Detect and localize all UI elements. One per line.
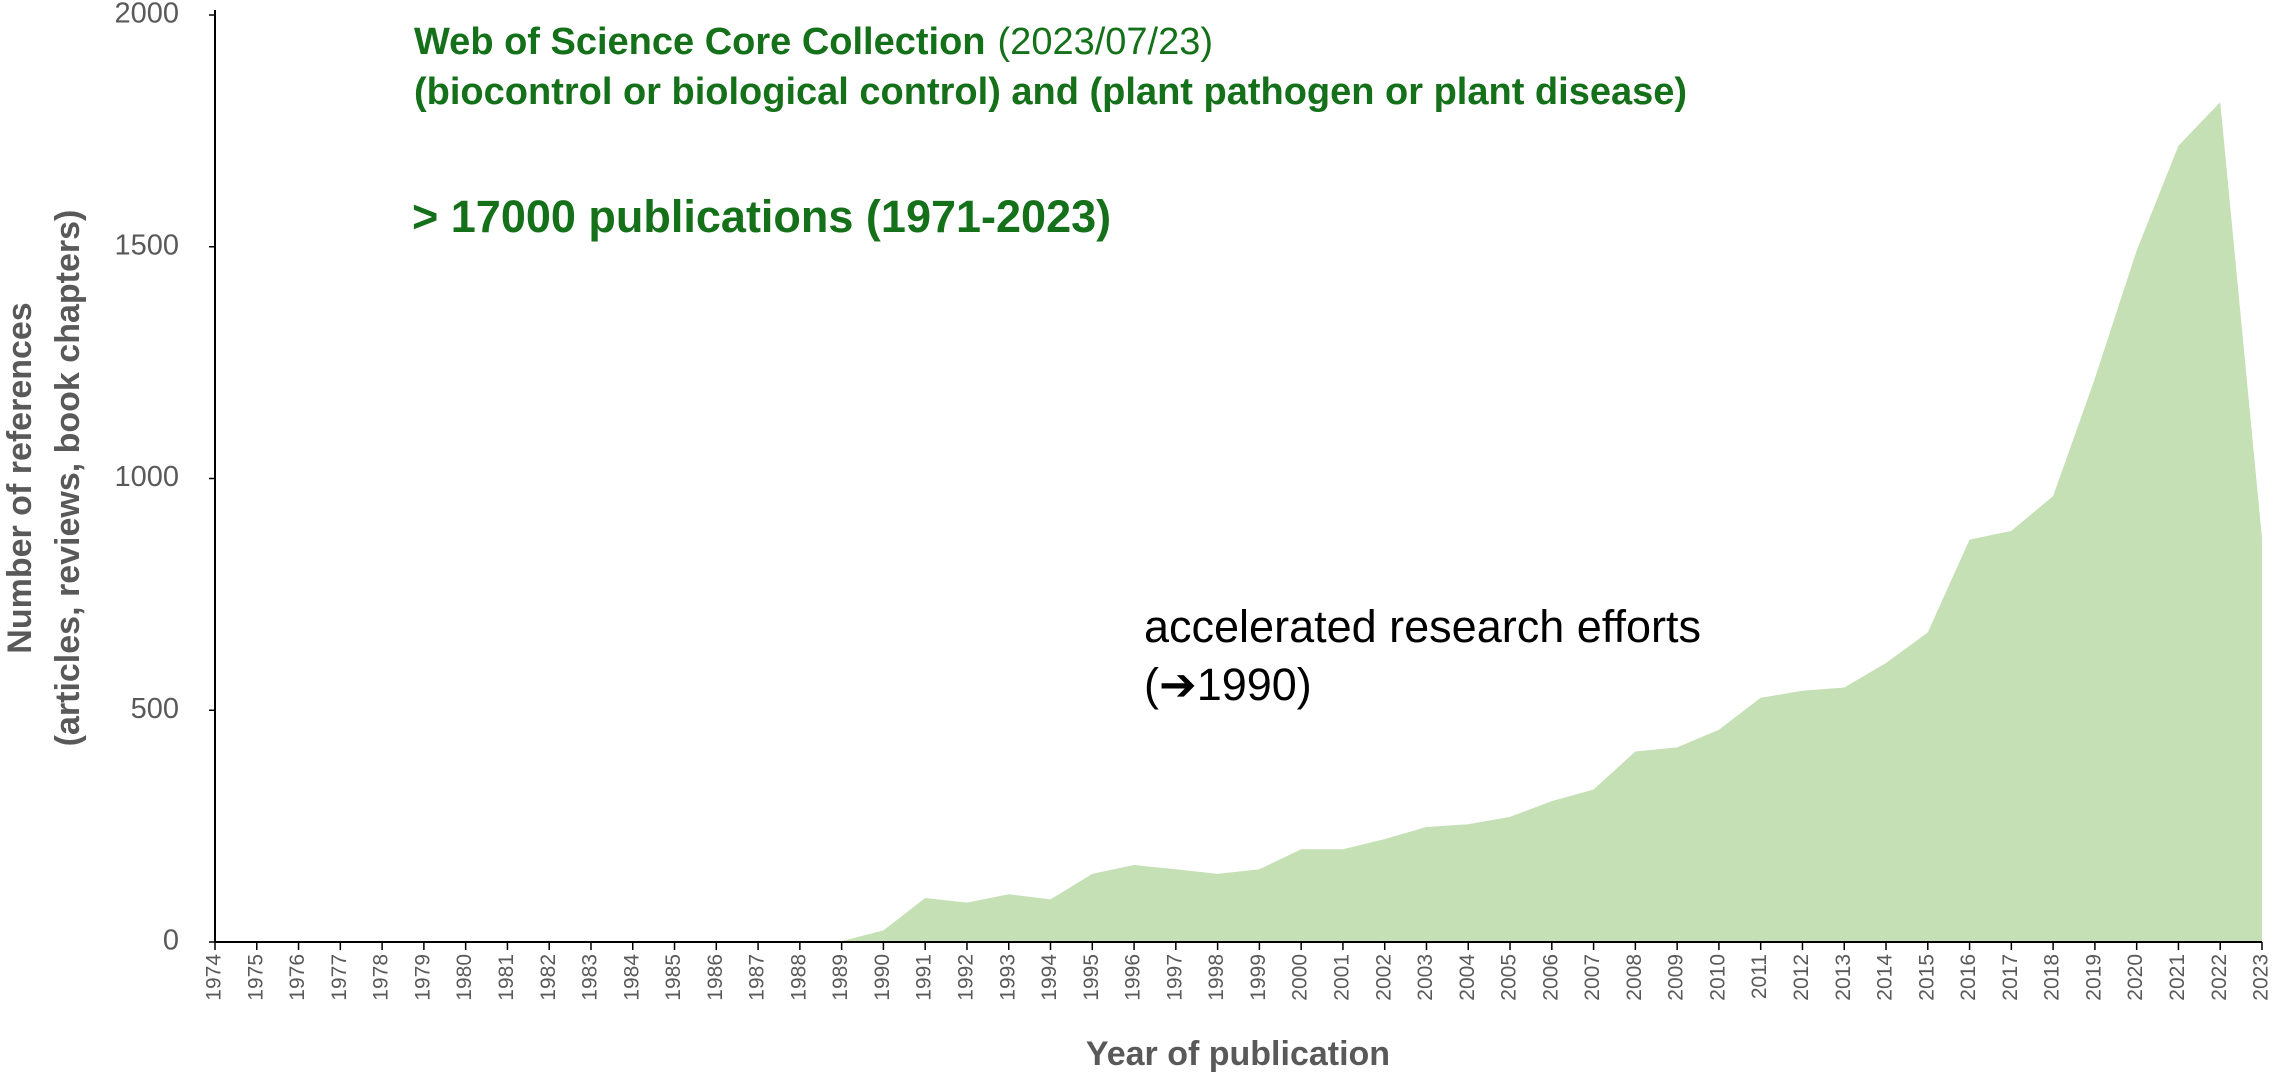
y-tick-label: 0 bbox=[163, 925, 179, 957]
y-tick-label: 2000 bbox=[114, 0, 179, 30]
x-tick-label: 2005 bbox=[1498, 954, 1521, 1001]
x-tick-label: 2007 bbox=[1581, 954, 1604, 1001]
chart-subtitle: (2023/07/23) bbox=[998, 21, 1214, 63]
x-tick-label: 2004 bbox=[1456, 954, 1479, 1001]
annotation: (➔1990) bbox=[1144, 659, 1312, 710]
x-tick-label: 2019 bbox=[2082, 954, 2105, 1001]
x-tick-label: 1993 bbox=[996, 954, 1019, 1001]
y-tick-label: 1000 bbox=[114, 461, 179, 493]
x-tick-label: 1986 bbox=[704, 954, 727, 1001]
x-tick-label: 1990 bbox=[871, 954, 894, 1001]
x-tick-label: 1987 bbox=[746, 954, 769, 1001]
x-tick-label: 2021 bbox=[2166, 954, 2189, 1001]
x-tick-label: 1994 bbox=[1038, 954, 1061, 1001]
y-tick-label: 1500 bbox=[114, 229, 179, 261]
x-tick-label: 2006 bbox=[1539, 954, 1562, 1001]
x-tick-label: 2015 bbox=[1915, 954, 1938, 1001]
x-tick-label: 2022 bbox=[2208, 954, 2231, 1001]
x-tick-label: 1997 bbox=[1163, 954, 1186, 1001]
x-tick-label: 2011 bbox=[1748, 954, 1771, 999]
x-tick-label: 1974 bbox=[203, 954, 226, 1001]
x-tick-label: 2010 bbox=[1706, 954, 1729, 1001]
x-tick-label: 1979 bbox=[411, 954, 434, 1001]
x-tick-label: 1985 bbox=[662, 954, 685, 1001]
area bbox=[215, 102, 2262, 942]
x-tick-label: 2008 bbox=[1623, 954, 1646, 1001]
x-tick-label: 2002 bbox=[1372, 954, 1395, 1001]
x-tick-label: 2016 bbox=[1957, 954, 1980, 1001]
x-tick-label: 1982 bbox=[537, 954, 560, 1001]
y-axis-title: (articles, reviews, book chapters) bbox=[49, 210, 87, 747]
x-tick-label: 1992 bbox=[955, 954, 978, 1001]
x-tick-label: 1981 bbox=[495, 954, 518, 1001]
x-tick-label: 2000 bbox=[1289, 954, 1312, 1001]
x-tick-label: 2023 bbox=[2250, 954, 2273, 1001]
x-tick-label: 1991 bbox=[913, 954, 936, 1001]
x-tick-label: 2013 bbox=[1832, 954, 1855, 1001]
x-tick-label: 1983 bbox=[579, 954, 602, 1001]
y-tick-label: 500 bbox=[131, 693, 179, 725]
x-tick-label: 1977 bbox=[328, 954, 351, 1001]
x-tick-label: 2001 bbox=[1330, 954, 1353, 1001]
axes: 0 500 1000 1500 2000 1974 1975 1976 1977 1978 1979… bbox=[114, 0, 2272, 1001]
y-axis-title: Number of references bbox=[1, 302, 39, 653]
x-axis-title: Year of publication bbox=[1086, 1035, 1390, 1073]
x-tick-label: 1984 bbox=[620, 954, 643, 1001]
x-tick-label: 2014 bbox=[1874, 954, 1897, 1001]
x-tick-label: 1989 bbox=[829, 954, 852, 1001]
x-tick-label: 1996 bbox=[1122, 954, 1145, 1001]
x-tick-label: 1976 bbox=[286, 954, 309, 1001]
x-tick-label: 2018 bbox=[2041, 954, 2064, 1001]
x-tick-label: 1978 bbox=[370, 954, 393, 1001]
query: (biocontrol or biological control) and (… bbox=[414, 71, 1687, 113]
x-tick-label: 1998 bbox=[1205, 954, 1228, 1001]
x-tick-label: 2003 bbox=[1414, 954, 1437, 1001]
x-tick-label: 2017 bbox=[1999, 954, 2022, 1001]
x-tick-label: 2012 bbox=[1790, 954, 1813, 1001]
publication-count: > 17000 publications (1971-2023) bbox=[412, 191, 1111, 242]
chart-title: Web of Science Core Collection bbox=[414, 21, 986, 63]
x-tick-label: 2009 bbox=[1665, 954, 1688, 1001]
title-line: Web of Science Core Collection (2023/07/2… bbox=[414, 21, 1213, 63]
x-tick-label: 1988 bbox=[787, 954, 810, 1001]
annotation: accelerated research efforts bbox=[1144, 601, 1701, 652]
x-tick-label: 1980 bbox=[453, 954, 476, 1001]
x-tick-label: 1999 bbox=[1247, 954, 1270, 1001]
x-tick-label: 2020 bbox=[2124, 954, 2147, 1001]
x-tick-label: 1975 bbox=[244, 954, 267, 1001]
x-tick-label: 1995 bbox=[1080, 954, 1103, 1001]
